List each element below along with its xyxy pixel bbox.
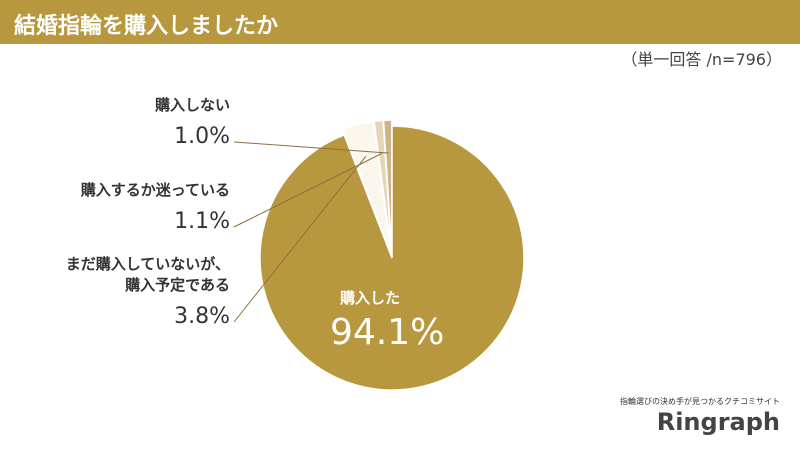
leader-line [233,141,389,154]
value-label: 3.8% [174,304,230,329]
leader-line [233,153,383,228]
pie-slice [341,120,392,253]
slice-label: まだ購入していないが、 購入予定である [65,255,230,294]
slice-label: 購入しない [154,96,230,114]
subtitle: （単一回答 /n=796） [621,50,782,69]
value-label: 1.1% [174,209,230,234]
slice-label: 購入した [339,289,400,307]
logo: Ringraph [656,408,780,436]
logo-tagline: 指輪選びの決め手が見つかるクチコミサイト [620,397,780,406]
chart-title: 結婚指輪を購入しましたか [14,14,279,39]
value-label: 94.1% [330,312,445,353]
header [0,0,800,44]
leader-line [233,155,367,323]
value-label: 1.0% [174,124,230,149]
pie-slice [259,125,525,391]
slice-label: 購入するか迷っている [80,181,230,199]
